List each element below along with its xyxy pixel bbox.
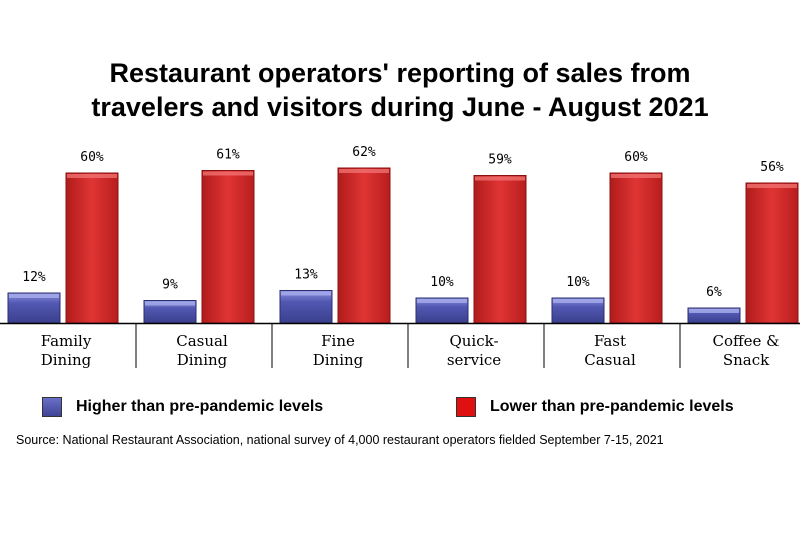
data-label-lower-5: 56% (760, 160, 784, 175)
source-note: Source: National Restaurant Association,… (16, 433, 664, 447)
legend-swatch-higher (42, 397, 62, 417)
legend-item-lower: Lower than pre-pandemic levels (456, 394, 734, 420)
bar-cap-lower-3 (475, 176, 525, 181)
x-tick-label-4-1: Casual (584, 351, 636, 369)
bar-cap-higher-1 (145, 301, 195, 306)
bar-cap-higher-3 (417, 299, 467, 303)
chart-title-line-1: Restaurant operators' reporting of sales… (109, 58, 691, 88)
x-tick-label-2-0: Fine (321, 332, 355, 350)
bar-higher-2 (279, 290, 333, 324)
bar-lower-4 (609, 172, 663, 324)
x-tick-label-2-1: Dining (313, 351, 364, 369)
bar-lower-5 (745, 182, 799, 324)
bar-cap-lower-5 (747, 184, 797, 188)
x-tick-label-0-1: Dining (41, 351, 92, 369)
x-tick-label-3-1: service (447, 351, 501, 369)
bar-cap-lower-0 (67, 174, 117, 178)
x-tick-label-5-1: Snack (723, 351, 770, 369)
x-tick-label-5-0: Coffee & (712, 332, 779, 350)
bar-cap-higher-2 (281, 291, 331, 296)
x-tick-label-3-0: Quick- (449, 332, 498, 350)
bar-lower-1 (201, 170, 255, 324)
legend-label-lower: Lower than pre-pandemic levels (490, 398, 734, 415)
chart-title: Restaurant operators' reporting of sales… (0, 56, 800, 124)
data-label-lower-4: 60% (624, 150, 648, 165)
chart-title-line-2: travelers and visitors during June - Aug… (91, 92, 709, 122)
legend-swatch-lower (456, 397, 476, 417)
data-label-higher-4: 10% (566, 275, 590, 290)
data-label-higher-5: 6% (706, 285, 722, 300)
data-label-higher-0: 12% (22, 270, 46, 285)
bar-cap-lower-4 (611, 174, 661, 178)
x-tick-label-0-0: Family (41, 332, 92, 350)
x-tick-label-1-1: Dining (177, 351, 228, 369)
bar-lower-2 (337, 167, 391, 324)
bar-cap-lower-1 (203, 171, 253, 176)
data-label-higher-1: 9% (162, 278, 178, 293)
data-label-lower-3: 59% (488, 153, 512, 168)
legend-item-higher: Higher than pre-pandemic levels (42, 394, 323, 420)
bar-cap-higher-4 (553, 299, 603, 303)
data-label-higher-2: 13% (294, 268, 318, 283)
data-label-higher-3: 10% (430, 275, 454, 290)
legend-label-higher: Higher than pre-pandemic levels (76, 398, 324, 415)
data-label-lower-0: 60% (80, 150, 104, 165)
bar-lower-0 (65, 172, 119, 324)
bar-lower-3 (473, 175, 527, 324)
data-label-lower-2: 62% (352, 145, 376, 160)
bar-cap-lower-2 (339, 169, 389, 173)
bar-cap-higher-5 (689, 309, 739, 313)
data-label-lower-1: 61% (216, 148, 240, 163)
bar-cap-higher-0 (9, 294, 59, 298)
x-tick-label-1-0: Casual (176, 332, 228, 350)
x-tick-label-4-0: Fast (594, 332, 626, 350)
bar-chart: 12%60%FamilyDining9%61%CasualDining13%62… (0, 145, 800, 369)
